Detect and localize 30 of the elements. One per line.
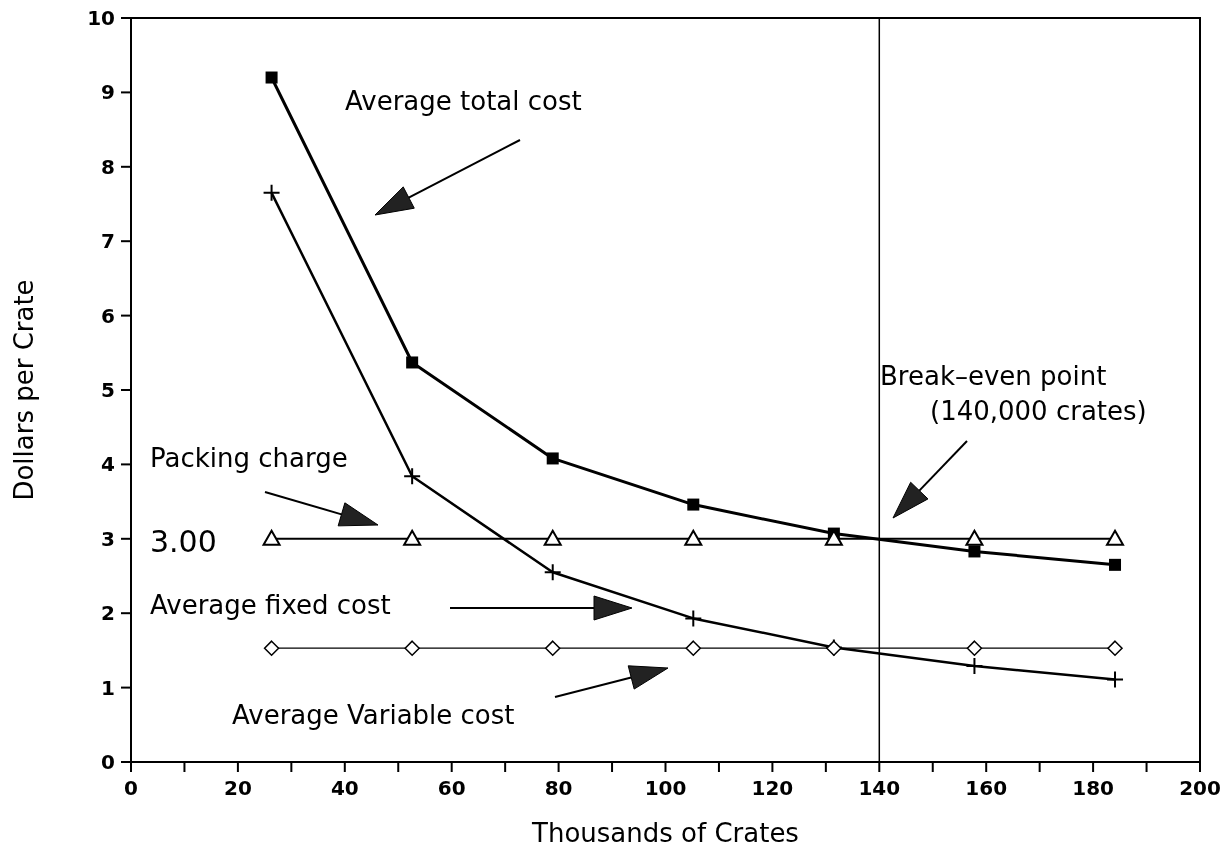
x-axis-title: Thousands of Crates — [531, 818, 799, 848]
x-tick-label: 100 — [644, 776, 687, 800]
y-axis-title: Dollars per Crate — [9, 279, 39, 501]
annotation: Average Variable cost — [232, 700, 515, 730]
x-tick-label: 60 — [437, 776, 466, 800]
y-tick-label: 7 — [101, 229, 115, 254]
y-tick-label: 9 — [101, 80, 115, 105]
x-tick-label: 40 — [330, 776, 359, 800]
y-tick-label: 6 — [101, 303, 115, 328]
x-tick-label: 140 — [858, 776, 901, 800]
annotation: Packing charge — [150, 443, 348, 473]
x-tick-label: 20 — [223, 776, 252, 800]
y-tick-label: 5 — [101, 378, 115, 402]
y-tick-label: 3 — [101, 526, 115, 551]
y-tick-label: 8 — [101, 154, 115, 179]
x-tick-label: 160 — [965, 776, 1008, 800]
annotation: Average fixed cost — [150, 590, 391, 620]
x-tick-label: 200 — [1179, 776, 1221, 800]
x-tick-label: 120 — [751, 776, 794, 800]
annotation: Average total cost — [345, 86, 582, 116]
y-tick-label: 4 — [101, 452, 115, 477]
x-tick-label: 180 — [1072, 776, 1114, 800]
y-tick-label: 10 — [87, 6, 115, 30]
y-tick-label: 2 — [101, 601, 115, 626]
y-tick-label: 0 — [101, 750, 115, 774]
x-tick-label: 0 — [124, 776, 138, 800]
y-tick-label: 1 — [101, 675, 115, 700]
annotation: 3.00 — [150, 524, 217, 559]
annotation: Break–even point (140,000 crates) — [880, 361, 1147, 427]
x-tick-label: 80 — [544, 776, 573, 800]
